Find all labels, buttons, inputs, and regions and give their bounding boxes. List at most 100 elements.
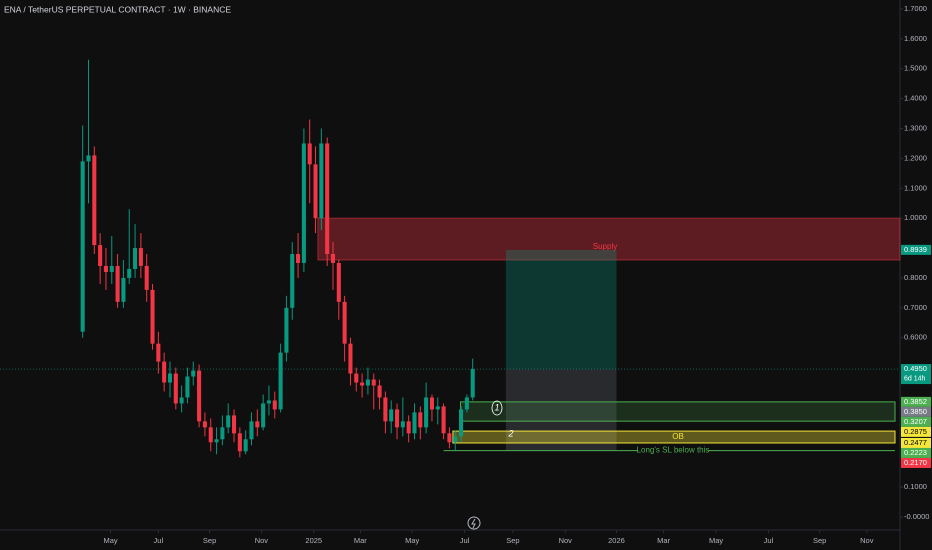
supply-zone — [317, 217, 901, 261]
candle-body — [360, 382, 365, 386]
candle-body — [278, 352, 283, 410]
price-countdown: 6d 14h — [904, 375, 926, 382]
candle-body — [150, 289, 155, 344]
x-tick-label: 2025 — [305, 536, 322, 545]
candle-body — [406, 421, 411, 434]
stop-label: Long's SL below this — [637, 446, 710, 455]
y-tick-label: 0.8000 — [904, 273, 927, 282]
x-tick-label: Jul — [460, 536, 470, 545]
price-label: 0.3852 — [904, 397, 927, 406]
annotation-circle — [491, 400, 503, 416]
price-label: 0.2223 — [904, 448, 927, 457]
x-tick-label: Nov — [860, 536, 874, 545]
price-label-bg — [901, 437, 931, 448]
candle-body — [167, 373, 173, 383]
candle-body — [400, 421, 405, 428]
candle-body — [348, 343, 353, 374]
candle-body — [319, 143, 324, 219]
candle-body — [272, 400, 277, 410]
candle-body — [261, 403, 266, 428]
candle-body — [98, 245, 103, 266]
candle-body — [226, 415, 231, 428]
candle-body — [179, 397, 184, 404]
candle-body — [214, 439, 219, 443]
y-tick-label: 1.0000 — [904, 213, 927, 222]
x-tick-label: Mar — [354, 536, 367, 545]
candle-body — [191, 370, 196, 377]
x-tick-label: May — [405, 536, 419, 545]
annotation: 2 — [507, 428, 513, 438]
price-label: 0.8939 — [904, 245, 927, 254]
candle-body — [103, 265, 108, 272]
y-tick-label: 1.5000 — [904, 64, 927, 73]
plot-area: Supply OB Long's SL below this — [0, 59, 901, 458]
position-target — [505, 249, 617, 370]
price-label: 0.2875 — [904, 427, 927, 436]
price-label: 0.4950 — [904, 364, 927, 373]
candle-body — [231, 415, 237, 434]
candle-body — [447, 433, 452, 443]
candle-body — [342, 301, 347, 344]
candle-body — [162, 361, 167, 383]
x-tick-label: Mar — [657, 536, 670, 545]
price-label-bg — [901, 244, 931, 255]
x-tick-label: 2026 — [608, 536, 625, 545]
x-tick-label: Nov — [255, 536, 269, 545]
candle-body — [435, 406, 440, 410]
candle-body — [115, 265, 120, 302]
candle-body — [418, 412, 423, 428]
y-tick-label: 0.6000 — [904, 333, 927, 342]
candle-body — [290, 254, 295, 308]
x-tick-label: Sep — [813, 536, 826, 545]
candle-body — [313, 164, 318, 219]
candle-body — [284, 307, 289, 353]
candle-body — [138, 248, 143, 266]
position-stop — [505, 369, 617, 451]
candle-body — [424, 397, 429, 428]
candle-body — [377, 385, 382, 398]
candle-body — [464, 397, 469, 410]
price-label-bg — [901, 364, 931, 385]
candle-body — [185, 376, 190, 398]
candle-body — [80, 161, 85, 332]
candle-body — [197, 370, 202, 422]
x-tick-label: May — [709, 536, 723, 545]
candle-body — [296, 254, 301, 263]
candle-body — [237, 433, 242, 452]
demand-zone — [459, 401, 896, 422]
supply-label: Supply — [593, 242, 617, 251]
candle-body — [133, 248, 138, 269]
candle-body — [383, 397, 388, 422]
replay-icon[interactable] — [467, 516, 481, 530]
candle-body — [220, 427, 225, 440]
x-tick-label: Sep — [203, 536, 216, 545]
candle-body — [109, 265, 114, 272]
candle-body — [255, 421, 260, 428]
candle-body — [330, 254, 336, 263]
y-tick-label: 1.6000 — [904, 34, 927, 43]
price-label-bg — [901, 426, 931, 437]
candle-body — [144, 265, 149, 290]
price-label-bg — [901, 447, 931, 458]
candle-body — [266, 400, 271, 404]
price-label-bg — [901, 396, 931, 407]
x-tick-label: Jul — [154, 536, 164, 545]
price-label: 0.2170 — [904, 458, 927, 467]
price-label-bg — [901, 406, 931, 417]
candle-body — [441, 406, 446, 434]
stop-label-bg — [638, 445, 708, 456]
candle-body — [365, 379, 370, 386]
candle-body — [208, 427, 213, 443]
x-tick-label: Jul — [764, 536, 774, 545]
chart-title: ENA / TetherUS PERPETUAL CONTRACT · 1W ·… — [4, 4, 231, 14]
price-label: 0.3850 — [904, 407, 927, 416]
y-tick-label: 0.1000 — [904, 482, 927, 491]
y-tick-label: -0.0000 — [904, 512, 929, 521]
candle-body — [86, 155, 91, 162]
candle-body — [336, 262, 341, 302]
candle-body — [243, 439, 248, 452]
candle-body — [412, 412, 417, 434]
candle-body — [156, 343, 161, 362]
